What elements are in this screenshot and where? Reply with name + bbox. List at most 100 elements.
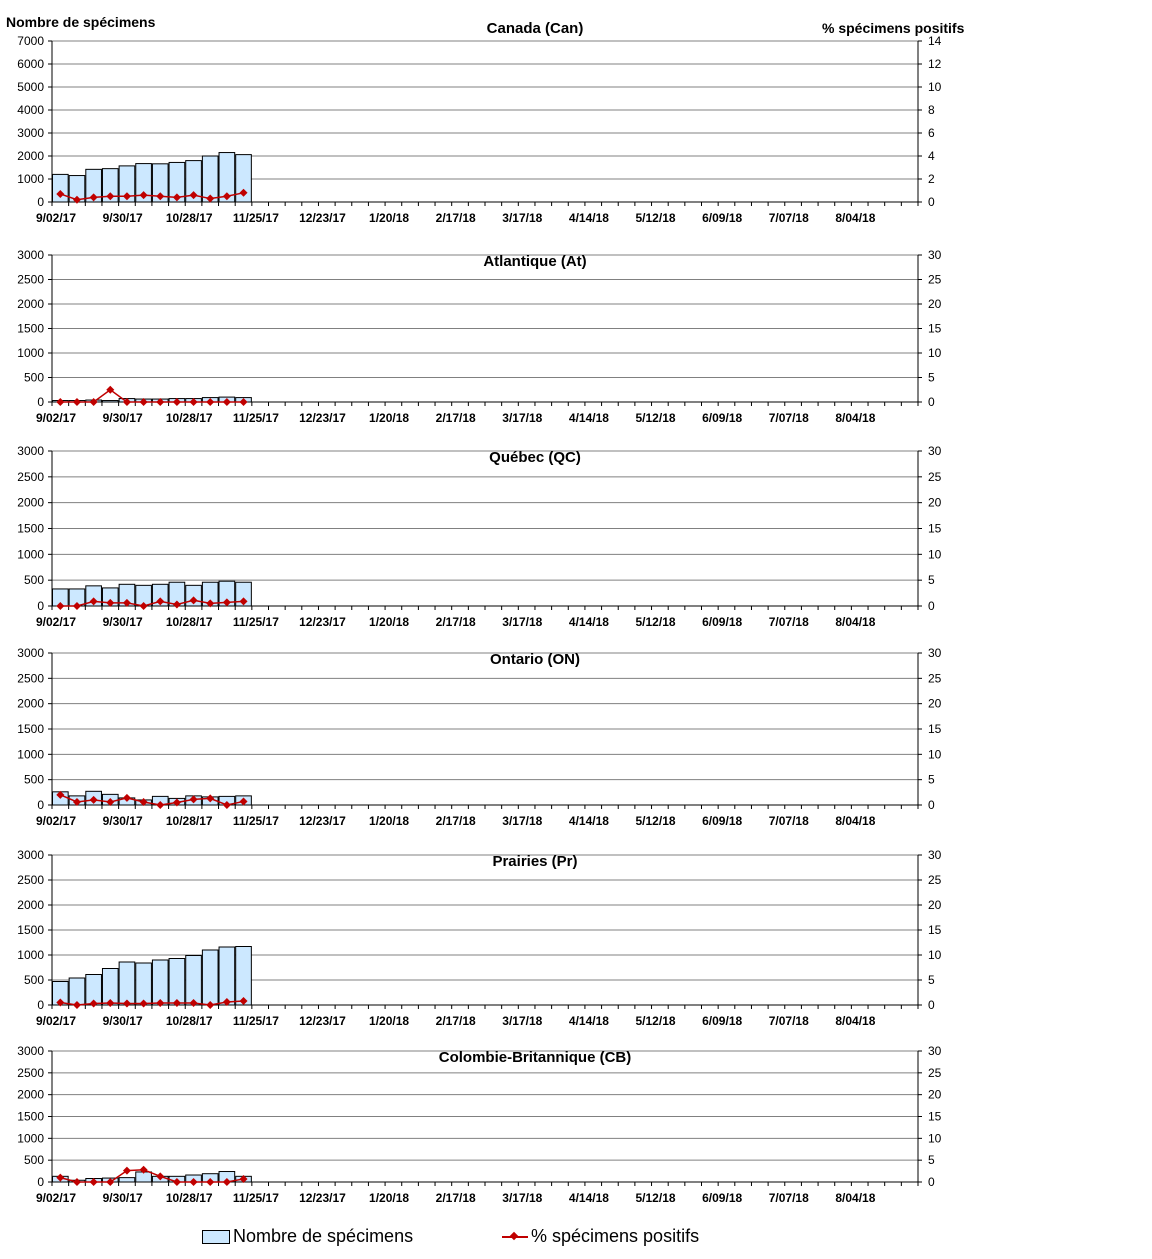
x-tick-label: 7/07/18 — [769, 814, 809, 828]
y-left-tick-label: 500 — [24, 773, 44, 787]
positivity-point — [106, 598, 115, 607]
x-tick-label: 8/04/18 — [835, 615, 875, 629]
x-tick-label: 9/30/17 — [103, 1014, 143, 1028]
y-left-tick-label: 0 — [37, 798, 44, 812]
x-tick-label: 2/17/18 — [436, 411, 476, 425]
y-left-tick-label: 0 — [37, 998, 44, 1012]
x-tick-label: 7/07/18 — [769, 615, 809, 629]
positivity-point — [189, 398, 198, 406]
positivity-point — [156, 398, 165, 406]
y-left-tick-label: 2500 — [17, 671, 44, 685]
x-tick-label: 6/09/18 — [702, 814, 742, 828]
y-right-tick-label: 15 — [928, 722, 942, 736]
positivity-point — [239, 398, 248, 406]
chart-panel: 0 500 1000 1500 2000 2500 3000 0 5 10 15 20 25 30 9/02… — [17, 444, 941, 629]
x-tick-label: 11/25/17 — [233, 411, 279, 425]
positivity-point — [106, 1178, 115, 1186]
y-right-tick-label: 6 — [928, 126, 935, 140]
x-tick-label: 9/30/17 — [103, 411, 143, 425]
y-left-tick-label: 1500 — [17, 522, 44, 536]
positivity-point — [189, 795, 198, 804]
x-tick-label: 1/20/18 — [369, 814, 409, 828]
y-right-tick-label: 5 — [928, 973, 935, 987]
x-tick-label: 4/14/18 — [569, 411, 609, 425]
positivity-point — [139, 797, 148, 806]
positivity-point — [222, 192, 231, 201]
y-left-tick-label: 1500 — [17, 722, 44, 736]
x-tick-label: 2/17/18 — [436, 814, 476, 828]
y-right-tick-label: 15 — [928, 1110, 942, 1124]
left-axis-title: Nombre de spécimens — [6, 14, 156, 30]
bar — [151, 959, 169, 1006]
y-right-tick-label: 0 — [928, 599, 935, 613]
x-tick-label: 10/28/17 — [166, 411, 213, 425]
x-tick-label: 1/20/18 — [369, 1014, 409, 1028]
y-right-tick-label: 4 — [928, 149, 935, 163]
x-tick-label: 5/12/18 — [636, 411, 676, 425]
y-left-tick-label: 1500 — [17, 1110, 44, 1124]
x-tick-label: 9/30/17 — [103, 615, 143, 629]
legend-bars-label: Nombre de spécimens — [233, 1226, 414, 1246]
positivity-point — [206, 194, 215, 203]
positivity-point — [239, 188, 248, 197]
y-right-tick-label: 15 — [928, 522, 942, 536]
legend: Nombre de spécimens % spécimens positifs — [202, 1226, 762, 1250]
chart-title: Canada (Can) — [487, 20, 584, 37]
y-left-tick-label: 2000 — [17, 1088, 44, 1102]
x-tick-label: 6/09/18 — [702, 1191, 742, 1205]
x-tick-label: 3/17/18 — [502, 615, 542, 629]
positivity-point — [89, 999, 98, 1008]
y-right-tick-label: 5 — [928, 1153, 935, 1167]
x-tick-label: 12/23/17 — [299, 814, 346, 828]
y-right-tick-label: 10 — [928, 747, 942, 761]
positivity-point — [122, 598, 131, 607]
positivity-point — [156, 999, 165, 1007]
y-left-tick-label: 500 — [24, 371, 44, 385]
positivity-point — [72, 1001, 81, 1009]
x-tick-label: 8/04/18 — [835, 814, 875, 828]
positivity-point — [222, 398, 231, 406]
positivity-point — [89, 193, 98, 202]
x-tick-label: 10/28/17 — [166, 615, 213, 629]
y-left-tick-label: 1500 — [17, 322, 44, 336]
x-tick-label: 11/25/17 — [233, 1014, 279, 1028]
x-tick-label: 4/14/18 — [569, 615, 609, 629]
x-tick-label: 9/30/17 — [103, 211, 143, 225]
x-tick-label: 9/02/17 — [36, 814, 76, 828]
positivity-point — [239, 597, 248, 606]
y-right-tick-label: 10 — [928, 547, 942, 561]
x-tick-label: 6/09/18 — [702, 1014, 742, 1028]
y-left-tick-label: 2500 — [17, 1066, 44, 1080]
y-left-tick-label: 2000 — [17, 149, 44, 163]
positivity-point — [172, 999, 181, 1007]
x-tick-label: 7/07/18 — [769, 1191, 809, 1205]
x-tick-label: 5/12/18 — [636, 814, 676, 828]
bar — [218, 946, 236, 1006]
positivity-point — [206, 794, 215, 803]
positivity-point — [222, 598, 231, 607]
x-tick-label: 2/17/18 — [436, 615, 476, 629]
y-left-tick-label: 0 — [37, 195, 44, 209]
positivity-point — [139, 191, 148, 200]
x-tick-label: 11/25/17 — [233, 211, 279, 225]
y-right-tick-label: 25 — [928, 1066, 942, 1080]
y-right-tick-label: 30 — [928, 848, 942, 862]
y-left-tick-label: 3000 — [17, 646, 44, 660]
positivity-point — [239, 1174, 248, 1183]
bar — [185, 955, 202, 1006]
x-tick-label: 7/07/18 — [769, 411, 809, 425]
y-right-tick-label: 0 — [928, 998, 935, 1012]
y-right-tick-label: 20 — [928, 1088, 942, 1102]
chart-title: Ontario (ON) — [490, 651, 580, 668]
positivity-point — [239, 797, 248, 806]
y-right-tick-label: 12 — [928, 57, 942, 71]
positivity-point — [222, 1178, 231, 1186]
y-left-tick-label: 1000 — [17, 1131, 44, 1145]
y-right-tick-label: 2 — [928, 172, 935, 186]
positivity-point — [156, 597, 165, 606]
legend-item-bars: Nombre de spécimens — [202, 1226, 413, 1247]
x-tick-label: 6/09/18 — [702, 211, 742, 225]
x-tick-label: 11/25/17 — [233, 1191, 279, 1205]
y-left-tick-label: 6000 — [17, 57, 44, 71]
bar — [235, 946, 252, 1006]
